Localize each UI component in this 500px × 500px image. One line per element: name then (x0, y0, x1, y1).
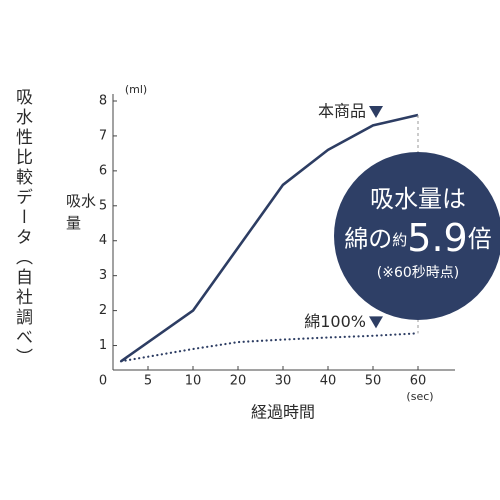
x-tick-label: 40 (320, 374, 337, 389)
y-tick-label: 5 (99, 198, 107, 213)
x-tick-label: 5 (144, 374, 152, 389)
x-tick-label: 30 (275, 374, 292, 389)
y-axis-label: 吸水量 (66, 192, 97, 232)
y-tick-label: 8 (99, 93, 107, 108)
callout-line1: 吸水量は (370, 185, 466, 213)
series-label: 綿100% (304, 312, 366, 331)
series-label: 本商品 (318, 101, 366, 120)
callout-circle (334, 152, 500, 320)
legend-marker (369, 316, 383, 329)
y-tick-label: 7 (99, 128, 107, 143)
callout-note: (※60秒時点) (377, 265, 459, 281)
chart-title: 吸水性比較データ（自社調べ） (12, 88, 32, 368)
callout-line2: 綿の約5.9倍 (344, 216, 491, 260)
x-tick-label: 60 (410, 374, 427, 389)
y-tick-label: 2 (99, 303, 107, 318)
x-axis-label: 経過時間 (251, 403, 315, 422)
callout-approx: 約 (392, 231, 407, 249)
x-tick-label: 50 (365, 374, 382, 389)
callout-suffix: 倍 (468, 225, 492, 253)
x-tick-label: 0 (99, 374, 107, 389)
x-unit: (sec) (406, 390, 433, 403)
series-line (120, 113, 419, 363)
y-tick-label: 4 (99, 233, 107, 248)
x-tick-label: 10 (185, 374, 202, 389)
series-line (119, 332, 420, 363)
y-tick-label: 1 (99, 338, 107, 353)
legend-marker (369, 105, 383, 118)
y-unit: (ml) (125, 83, 147, 96)
y-tick-label: 6 (99, 163, 107, 178)
y-tick-label: 3 (99, 268, 107, 283)
x-tick-label: 20 (230, 374, 247, 389)
callout-prefix: 綿の (344, 225, 392, 253)
callout-value: 5.9 (407, 216, 467, 260)
